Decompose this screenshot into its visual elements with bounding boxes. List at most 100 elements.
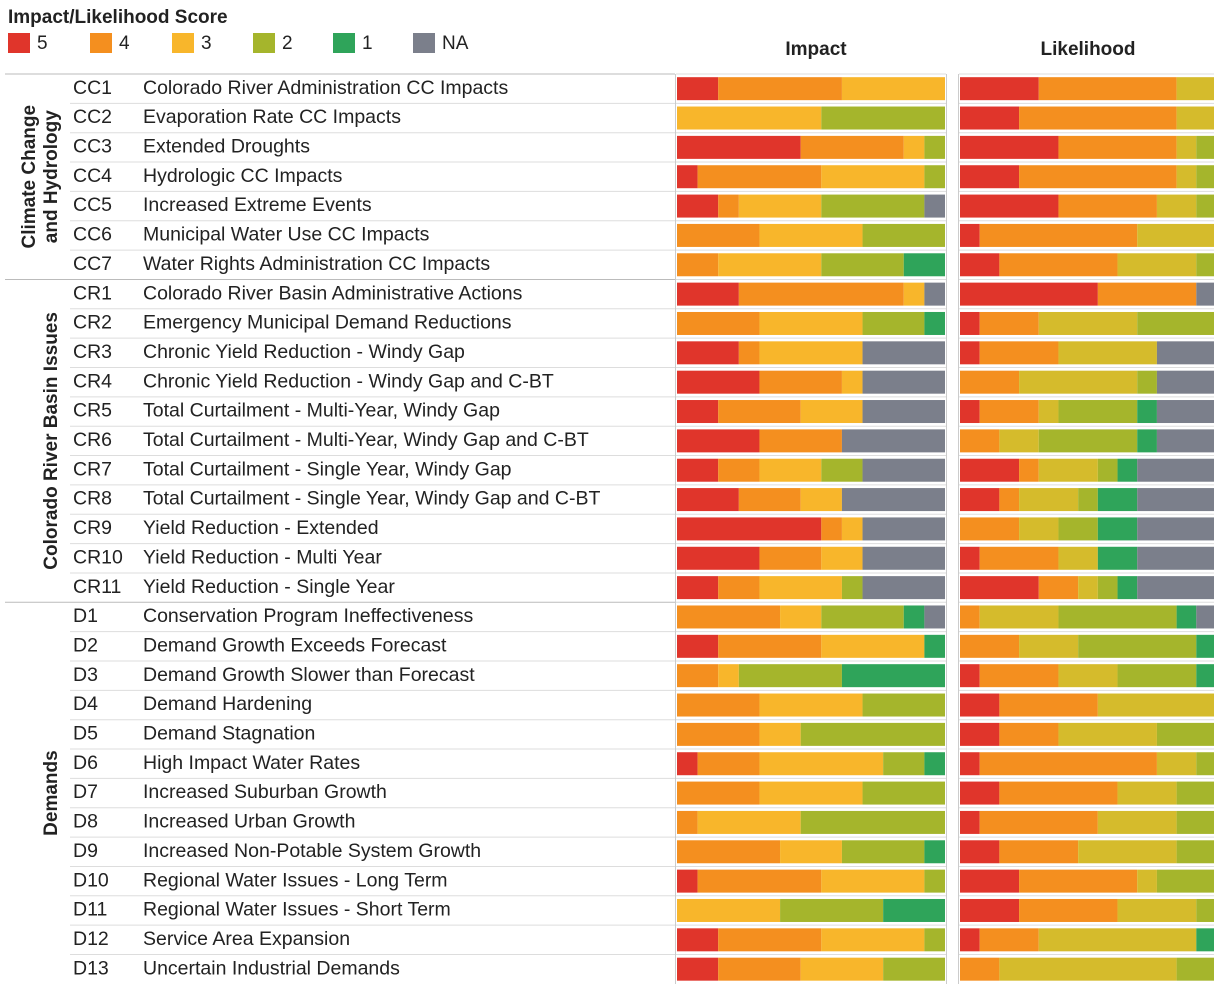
bar-segment — [1038, 458, 1098, 482]
bar-segment — [1038, 77, 1177, 101]
bar-segment — [759, 752, 884, 776]
bar-segment — [677, 634, 719, 658]
row-code: CR8 — [73, 488, 112, 510]
bar-segment — [677, 928, 719, 952]
legend-swatch — [253, 33, 275, 53]
bar-segment — [718, 957, 801, 981]
row-name: Yield Reduction - Extended — [143, 517, 379, 539]
group-label: Colorado River Basin Issues — [41, 312, 62, 570]
bar-segment — [960, 106, 1020, 130]
bar-segment — [960, 752, 980, 776]
bar-segment — [677, 341, 739, 365]
bar-segment — [697, 810, 801, 834]
bar-segment — [677, 458, 719, 482]
bar-segment — [800, 135, 904, 159]
bar-segment — [979, 341, 1059, 365]
bar-segment — [862, 781, 945, 805]
row-code: CR4 — [73, 370, 112, 392]
bar-segment — [1058, 605, 1177, 629]
legend-label: NA — [442, 33, 469, 54]
bar-segment — [841, 664, 945, 688]
bar-segment — [697, 869, 822, 893]
bar-segment — [1196, 253, 1214, 277]
row-code: D11 — [73, 899, 107, 921]
bar-segment — [979, 928, 1039, 952]
bar-segment — [979, 664, 1059, 688]
bar-segment — [960, 165, 1020, 189]
row-name: Demand Growth Exceeds Forecast — [143, 634, 447, 656]
row-code: CR1 — [73, 282, 112, 304]
row-name: Yield Reduction - Single Year — [143, 576, 395, 598]
bar-segment — [1137, 370, 1157, 394]
bar-segment — [1137, 488, 1214, 512]
row-code: CR10 — [73, 546, 123, 568]
bar-segment — [841, 517, 863, 541]
legend-swatch — [172, 33, 194, 53]
bar-segment — [924, 869, 945, 893]
bar-segment — [1196, 194, 1214, 218]
bar-segment — [1058, 546, 1098, 570]
row-name: Increased Suburban Growth — [143, 781, 387, 803]
bar-segment — [1019, 458, 1039, 482]
bar-segment — [759, 722, 801, 746]
group-label: and Hydrology — [41, 110, 62, 243]
row-name: Municipal Water Use CC Impacts — [143, 224, 430, 246]
bar-segment — [999, 840, 1079, 864]
row-name: Chronic Yield Reduction - Windy Gap — [143, 341, 465, 363]
bar-segment — [960, 898, 1020, 922]
row-name: Total Curtailment - Multi-Year, Windy Ga… — [143, 400, 500, 422]
bar-segment — [1078, 840, 1177, 864]
bar-segment — [821, 517, 842, 541]
bar-segment — [821, 165, 925, 189]
row-code: CC3 — [73, 136, 112, 158]
bar-segment — [1097, 810, 1177, 834]
bar-segment — [960, 458, 1020, 482]
bar-segment — [759, 370, 842, 394]
bar-segment — [677, 253, 719, 277]
bar-segment — [821, 605, 904, 629]
bar-segment — [862, 223, 945, 247]
bar-segment — [1156, 722, 1214, 746]
bar-segment — [960, 957, 1000, 981]
bar-segment — [1176, 810, 1214, 834]
bar-segment — [677, 810, 698, 834]
row-code: CR3 — [73, 341, 112, 363]
row-code: D13 — [73, 957, 109, 979]
bar-segment — [979, 223, 1138, 247]
bar-segment — [738, 488, 801, 512]
bar-segment — [924, 605, 945, 629]
bar-segment — [821, 458, 863, 482]
bar-segment — [1019, 370, 1138, 394]
legend-label: 1 — [362, 33, 373, 54]
bar-segment — [862, 517, 945, 541]
bar-segment — [999, 722, 1059, 746]
bar-segment — [1176, 106, 1214, 130]
bar-segment — [1117, 576, 1138, 600]
bar-segment — [677, 664, 719, 688]
row-code: D12 — [73, 928, 109, 950]
bar-segment — [960, 194, 1059, 218]
bar-segment — [821, 869, 925, 893]
bar-segment — [738, 194, 822, 218]
bar-segment — [1058, 194, 1157, 218]
bar-segment — [841, 488, 945, 512]
bar-segment — [697, 165, 822, 189]
bar-segment — [1117, 458, 1138, 482]
bar-segment — [924, 165, 945, 189]
bar-segment — [677, 370, 760, 394]
bar-segment — [718, 664, 739, 688]
bar-segment — [841, 77, 945, 101]
bar-segment — [1019, 106, 1177, 130]
bar-segment — [960, 928, 980, 952]
bar-segment — [1156, 869, 1214, 893]
bar-segment — [1097, 576, 1118, 600]
bar-segment — [1019, 488, 1079, 512]
bar-segment — [960, 282, 1098, 306]
legend-label: 3 — [201, 33, 212, 54]
group-label: Demands — [41, 750, 62, 836]
bar-segment — [1156, 194, 1197, 218]
bar-segment — [677, 77, 719, 101]
bar-segment — [677, 400, 719, 424]
bar-segment — [1137, 400, 1157, 424]
